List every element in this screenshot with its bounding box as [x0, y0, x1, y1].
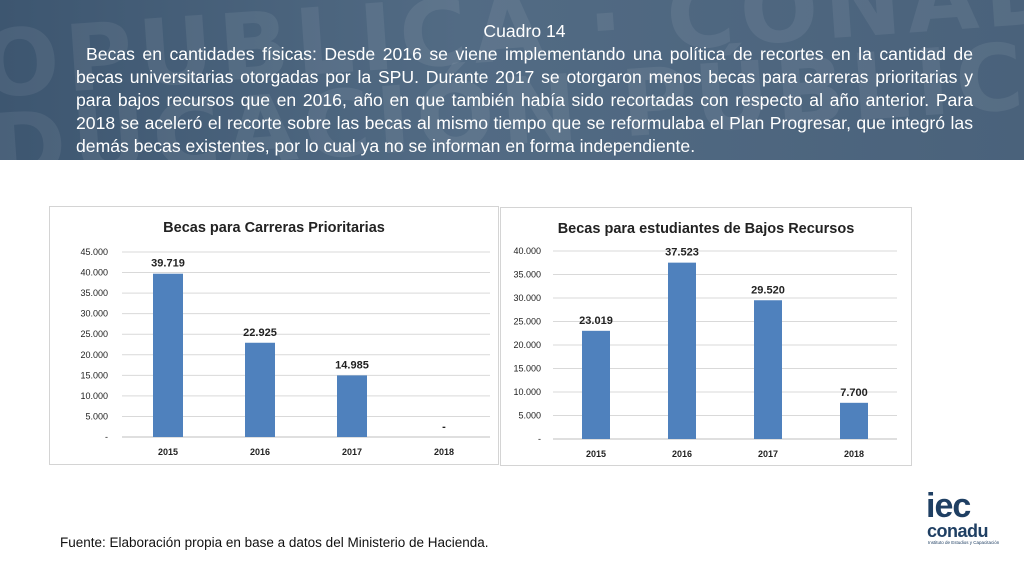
data-label: 39.719: [151, 258, 185, 270]
bar: [840, 402, 868, 439]
y-tick-label: 20.000: [80, 350, 108, 360]
y-tick-label: -: [105, 432, 108, 442]
y-tick-label: 5.000: [518, 411, 541, 421]
chart-carreras-prioritarias-svg: Becas para Carreras Prioritarias - 5.000 10…: [80, 220, 490, 457]
source-note: Fuente: Elaboración propia en base a dat…: [60, 535, 489, 550]
x-tick-label: 2018: [844, 449, 864, 459]
logo-iec-text: iec: [926, 487, 971, 525]
data-label: 37.523: [665, 247, 699, 259]
logo-subtitle: Instituto de Estudios y Capacitación: [928, 540, 1000, 545]
y-tick-label: 40.000: [80, 268, 108, 278]
y-tick-label: 10.000: [80, 391, 108, 401]
logo-conadu-text: conadu: [927, 521, 989, 541]
y-tick-label: 10.000: [513, 387, 541, 397]
x-tick-label: 2015: [158, 447, 178, 457]
data-label: 22.925: [243, 327, 277, 339]
bar: [582, 330, 610, 439]
title-block: Cuadro 14 Becas en cantidades físicas: D…: [76, 20, 973, 158]
x-tick-label: 2017: [758, 449, 778, 459]
y-tick-label: 45.000: [80, 247, 108, 257]
y-tick-label: 20.000: [513, 340, 541, 350]
bar: [668, 262, 696, 439]
bar: [337, 375, 367, 437]
chart-title: Becas para Carreras Prioritarias: [163, 220, 385, 236]
y-tick-label: -: [538, 434, 541, 444]
header-banner: OPUBLICA · CONADU EDUCACIÓN PÚBLICA Cuad…: [0, 0, 1024, 160]
x-tick-label: 2018: [434, 447, 454, 457]
x-tick-label: 2016: [672, 449, 692, 459]
data-label: -: [442, 421, 446, 433]
data-label: 14.985: [335, 359, 369, 371]
y-tick-label: 30.000: [513, 293, 541, 303]
y-tick-label: 35.000: [80, 288, 108, 298]
x-tick-label: 2016: [250, 447, 270, 457]
data-label: 23.019: [579, 315, 613, 327]
y-tick-label: 35.000: [513, 270, 541, 280]
y-tick-label: 25.000: [80, 329, 108, 339]
iec-conadu-logo: iec conadu Instituto de Estudios y Capac…: [926, 487, 1006, 553]
chart-bajos-recursos: Becas para estudiantes de Bajos Recursos…: [500, 207, 912, 466]
description-paragraph: Becas en cantidades físicas: Desde 2016 …: [76, 44, 973, 156]
y-tick-label: 40.000: [513, 246, 541, 256]
data-label: 29.520: [751, 284, 785, 296]
bar: [153, 273, 183, 437]
chart-carreras-prioritarias: Becas para Carreras Prioritarias - 5.000 10…: [49, 206, 499, 465]
y-tick-label: 30.000: [80, 309, 108, 319]
y-tick-label: 15.000: [80, 370, 108, 380]
x-tick-label: 2015: [586, 449, 606, 459]
bar: [754, 300, 782, 439]
x-tick-label: 2017: [342, 447, 362, 457]
y-tick-label: 5.000: [85, 411, 108, 421]
chart-bajos-recursos-svg: Becas para estudiantes de Bajos Recursos…: [513, 221, 897, 459]
table-heading: Cuadro 14: [483, 21, 566, 41]
data-label: 7.700: [840, 387, 868, 399]
y-tick-label: 15.000: [513, 364, 541, 374]
bar: [245, 342, 275, 437]
chart-title: Becas para estudiantes de Bajos Recursos: [558, 221, 855, 237]
y-tick-label: 25.000: [513, 317, 541, 327]
